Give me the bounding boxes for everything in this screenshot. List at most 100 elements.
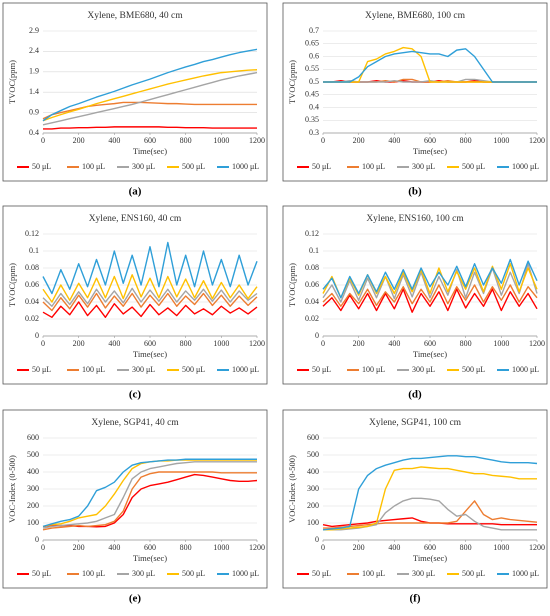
x-tick-label: 1000	[213, 543, 229, 552]
y-tick-label: 0.08	[305, 263, 319, 272]
x-tick-label: 600	[144, 543, 156, 552]
y-tick-label: 0	[35, 535, 39, 544]
legend-label: 500 μL	[182, 365, 205, 374]
y-tick-label: 1.4	[29, 87, 39, 96]
legend-label: 100 μL	[362, 365, 385, 374]
x-tick-label: 400	[388, 543, 400, 552]
x-tick-label: 400	[388, 339, 400, 348]
x-tick-label: 400	[388, 136, 400, 145]
legend-label: 500 μL	[462, 365, 485, 374]
series-line	[322, 284, 538, 307]
series-line	[42, 473, 258, 528]
x-tick-label: 600	[424, 543, 436, 552]
x-tick-label: 1200	[529, 136, 545, 145]
series-line	[322, 263, 538, 303]
series-line	[42, 471, 257, 531]
x-tick-label: 0	[41, 339, 45, 348]
y-tick-label: 0	[35, 331, 39, 340]
x-tick-label: 600	[144, 339, 156, 348]
x-axis-title: Time(sec)	[413, 349, 447, 359]
y-tick-label: 300	[27, 484, 39, 493]
y-tick-label: 300	[307, 484, 319, 493]
panel-frame	[282, 2, 548, 182]
x-tick-label: 0	[321, 339, 325, 348]
y-tick-label: 0.4	[29, 128, 39, 137]
legend-label: 1000 μL	[512, 365, 539, 374]
legend-label: 1000 μL	[512, 569, 539, 578]
series-line	[43, 126, 257, 130]
y-axis-title: TVOC(ppm)	[287, 263, 297, 307]
legend-label: 50 μL	[32, 365, 51, 374]
series-line	[322, 288, 538, 313]
x-tick-label: 400	[108, 136, 120, 145]
y-tick-label: 0.04	[25, 297, 39, 306]
x-tick-label: 200	[353, 136, 365, 145]
legend-label: 500 μL	[182, 569, 205, 578]
series-line	[323, 497, 537, 531]
y-tick-label: 0.12	[305, 229, 319, 238]
x-axis-title: Time(sec)	[413, 553, 447, 563]
series-line	[42, 71, 258, 126]
panel: Xylene, SGP41, 100 cm (f) 0 100 200 300 400 500…	[282, 409, 548, 605]
legend-label: 1000 μL	[232, 162, 259, 171]
panel-label: (c)	[129, 389, 142, 401]
y-tick-label: 600	[27, 433, 39, 442]
panel: Xylene, BME680, 40 cm (a) 0.4 0.9 1.4 1.9 2.4 2…	[2, 2, 268, 198]
y-tick-label: 400	[27, 467, 39, 476]
legend-label: 300 μL	[132, 162, 155, 171]
chart-title: Xylene, SGP41, 100 cm	[369, 418, 462, 428]
series-line	[322, 263, 538, 299]
y-axis-title: VOC-Index (0-500)	[287, 455, 297, 523]
y-tick-label: 0.1	[29, 246, 39, 255]
x-tick-label: 400	[108, 339, 120, 348]
chart-title: Xylene, ENS160, 100 cm	[366, 214, 464, 224]
y-tick-label: 0.6	[309, 51, 319, 60]
y-tick-label: 0.06	[25, 280, 39, 289]
panel-frame	[2, 409, 268, 589]
chart-title: Xylene, SGP41, 40 cm	[91, 418, 179, 428]
legend-label: 300 μL	[412, 569, 435, 578]
y-tick-label: 100	[307, 518, 319, 527]
series-line	[42, 48, 258, 122]
x-tick-label: 400	[108, 543, 120, 552]
series-line	[323, 48, 537, 83]
y-tick-label: 0.06	[305, 280, 319, 289]
legend-label: 500 μL	[182, 162, 205, 171]
panel: Xylene, BME680, 100 cm (b) 0.3 0.35 0.4 0.45 0…	[282, 2, 548, 198]
x-tick-label: 200	[73, 136, 85, 145]
x-tick-label: 0	[321, 136, 325, 145]
y-tick-label: 0.04	[305, 297, 319, 306]
legend-label: 300 μL	[132, 569, 155, 578]
series-line	[42, 301, 258, 318]
series-line	[42, 274, 258, 303]
legend-label: 300 μL	[412, 365, 435, 374]
panel-label: (a)	[129, 186, 142, 198]
y-axis-title: TVOC(ppm)	[7, 263, 17, 307]
y-tick-label: 0	[315, 331, 319, 340]
x-tick-label: 800	[180, 543, 192, 552]
legend-label: 300 μL	[132, 365, 155, 374]
y-tick-label: 0.02	[25, 314, 39, 323]
x-tick-label: 1000	[493, 136, 509, 145]
x-tick-label: 1000	[213, 339, 229, 348]
y-tick-label: 0.9	[29, 107, 39, 116]
legend-label: 1000 μL	[232, 365, 259, 374]
x-tick-label: 600	[424, 136, 436, 145]
panel-label: (f)	[410, 593, 421, 605]
y-tick-label: 2.9	[29, 26, 39, 35]
x-tick-label: 200	[353, 543, 365, 552]
x-axis-title: Time(sec)	[413, 146, 447, 156]
panel: Xylene, ENS160, 100 cm (d) 0 0.02 0.04 0.06 0.…	[282, 205, 548, 401]
y-tick-label: 500	[27, 450, 39, 459]
y-tick-label: 0.3	[309, 128, 319, 137]
panel-label: (e)	[129, 593, 142, 605]
x-tick-label: 800	[460, 339, 472, 348]
x-axis-title: Time(sec)	[133, 349, 167, 359]
y-tick-label: 600	[307, 433, 319, 442]
legend-label: 50 μL	[312, 365, 331, 374]
x-tick-label: 0	[41, 136, 45, 145]
legend-label: 1000 μL	[232, 569, 259, 578]
y-tick-label: 200	[27, 501, 39, 510]
y-tick-label: 0.65	[305, 39, 319, 48]
